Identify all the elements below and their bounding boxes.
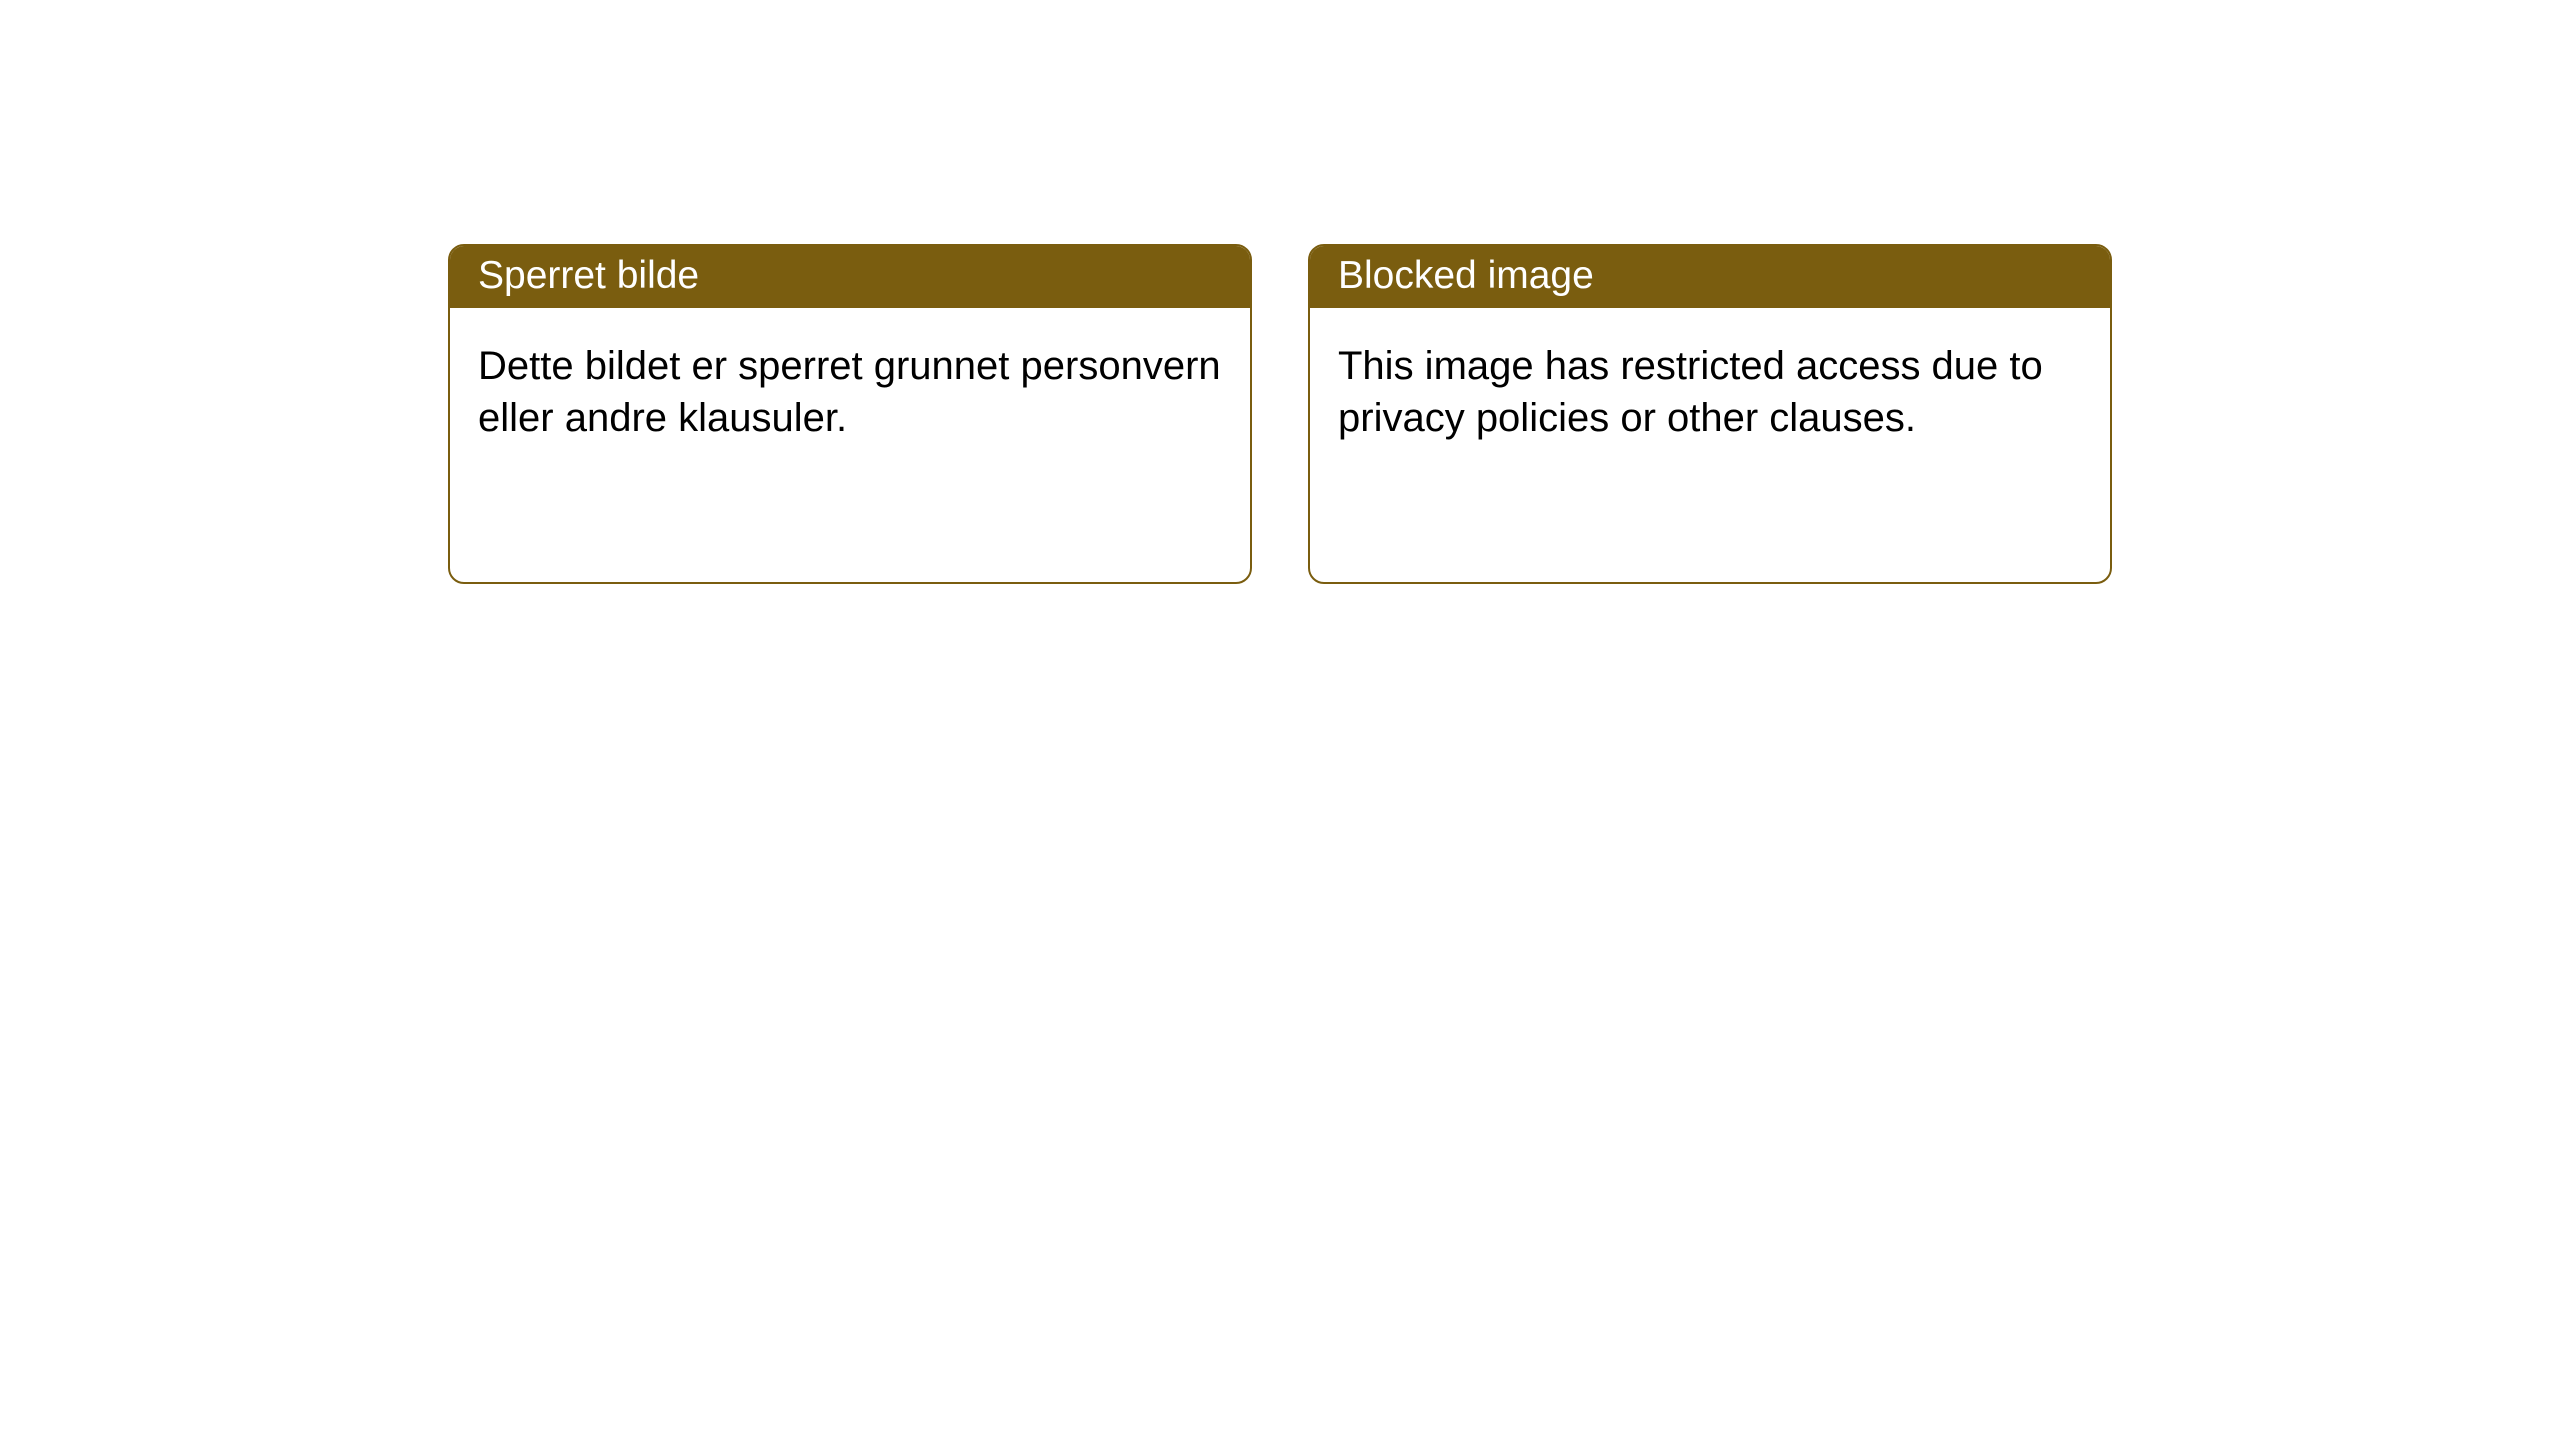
- notice-container: Sperret bilde Dette bildet er sperret gr…: [0, 0, 2560, 584]
- notice-card-norwegian: Sperret bilde Dette bildet er sperret gr…: [448, 244, 1252, 584]
- notice-header: Blocked image: [1310, 246, 2110, 308]
- notice-body-text: Dette bildet er sperret grunnet personve…: [478, 344, 1221, 440]
- notice-header-text: Blocked image: [1338, 254, 1594, 297]
- notice-header-text: Sperret bilde: [478, 254, 699, 297]
- notice-body-text: This image has restricted access due to …: [1338, 344, 2043, 440]
- notice-body: This image has restricted access due to …: [1310, 308, 2110, 476]
- notice-header: Sperret bilde: [450, 246, 1250, 308]
- notice-card-english: Blocked image This image has restricted …: [1308, 244, 2112, 584]
- notice-body: Dette bildet er sperret grunnet personve…: [450, 308, 1250, 476]
